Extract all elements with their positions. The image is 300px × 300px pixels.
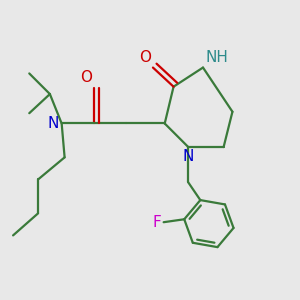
Text: O: O <box>80 70 92 85</box>
Text: F: F <box>152 215 161 230</box>
Text: NH: NH <box>206 50 228 65</box>
Text: N: N <box>47 116 59 131</box>
Text: O: O <box>140 50 152 64</box>
Text: N: N <box>183 148 194 164</box>
